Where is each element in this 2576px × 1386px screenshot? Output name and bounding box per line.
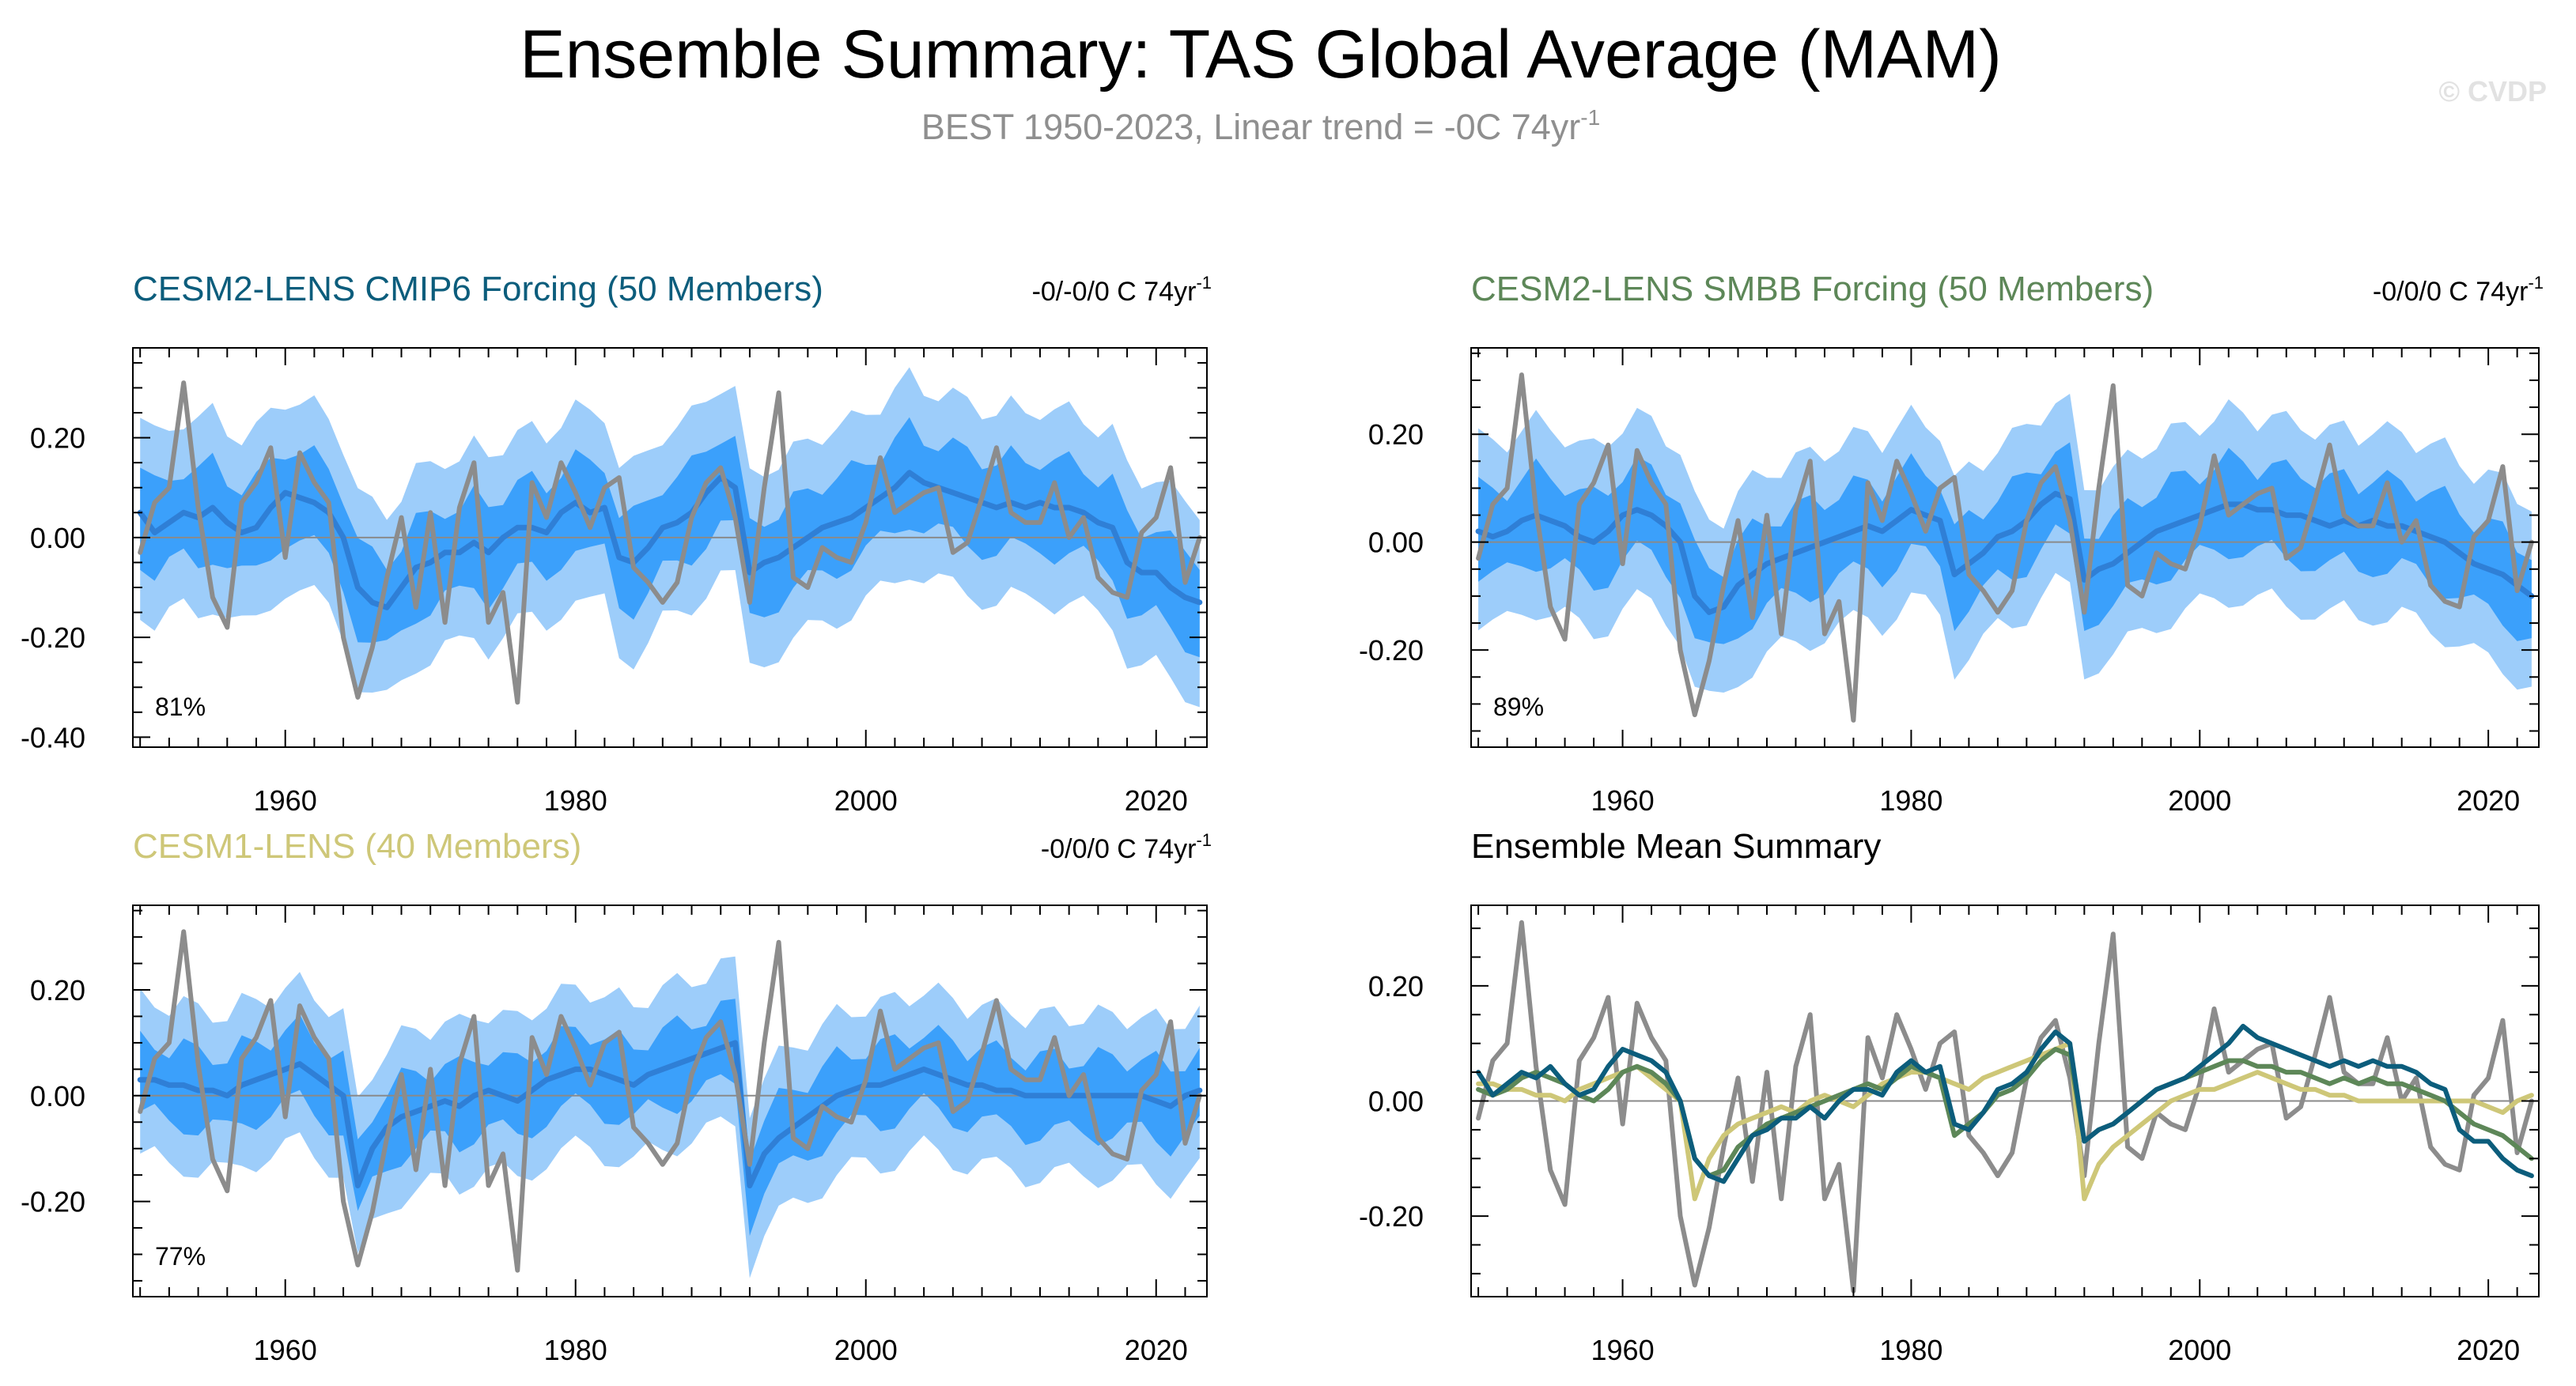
copyright-watermark: © CVDP — [2438, 75, 2547, 108]
panel-cesm1: CESM1-LENS (40 Members) -0/0/0 C 74yr-1 19… — [21, 827, 1212, 1366]
series-line-mean — [137, 470, 1203, 610]
y-tick-label: -0.20 — [21, 621, 85, 654]
plot-frame — [132, 347, 1208, 748]
y-tick-label: -0.20 — [1359, 1200, 1424, 1233]
figure-subtitle: BEST 1950-2023, Linear trend = -0C 74yr-… — [921, 105, 1600, 147]
series-line-cesm2_cmip6 — [1476, 1023, 2534, 1184]
x-tick-label: 1980 — [544, 1334, 607, 1366]
x-tick-label: 1980 — [1879, 784, 1942, 817]
x-tick-label: 1960 — [254, 1334, 317, 1366]
x-tick-label: 2020 — [2457, 1334, 2520, 1366]
x-tick-label: 2000 — [834, 1334, 898, 1366]
x-tick-label: 1960 — [1591, 784, 1655, 817]
x-tick-label: 1980 — [1879, 1334, 1942, 1366]
y-tick-label: 0.00 — [1368, 527, 1424, 559]
y-tick-label: 0.00 — [30, 522, 85, 554]
x-tick-label: 2000 — [2168, 1334, 2231, 1366]
y-tick-label: -0.20 — [21, 1186, 85, 1218]
trend-label: -0/-0/0 C 74yr-1 — [1032, 273, 1212, 307]
x-tick-label: 2020 — [1125, 784, 1188, 817]
panel-cesm2-smbb: CESM2-LENS SMBB Forcing (50 Members) -0/0… — [1359, 270, 2544, 817]
trend-text: -0/0/0 C 74yr — [1041, 834, 1197, 864]
series-line-obs — [1476, 920, 2534, 1293]
y-tick-label: -0.40 — [21, 721, 85, 753]
trend-text: -0/0/0 C 74yr — [2373, 277, 2529, 307]
panel-title: CESM2-LENS CMIP6 Forcing (50 Members) — [133, 270, 823, 308]
x-tick-label: 2000 — [834, 784, 898, 817]
x-tick-label: 2000 — [2168, 784, 2231, 817]
subtitle-superscript: -1 — [1580, 105, 1600, 130]
percent-label: 81% — [155, 693, 206, 721]
plot-frame — [132, 904, 1208, 1297]
panel-summary: Ensemble Mean Summary 1960 1980 2000 2020 0.2… — [1359, 827, 2540, 1366]
panels: CESM2-LENS CMIP6 Forcing (50 Members) -0/… — [21, 270, 2544, 1366]
series-line-obs — [1476, 372, 2534, 723]
series-line-cesm1 — [1476, 1040, 2534, 1202]
panel-title: CESM1-LENS (40 Members) — [133, 827, 581, 866]
x-tick-label: 2020 — [2457, 784, 2520, 817]
trend-superscript: -1 — [2528, 273, 2544, 293]
series-line-mean — [137, 1040, 1203, 1188]
spread-band-inner — [1478, 442, 2532, 644]
trend-label: -0/0/0 C 74yr-1 — [1041, 830, 1212, 864]
y-tick-label: 0.20 — [1368, 418, 1424, 451]
percent-label: 89% — [1493, 693, 1544, 721]
series-line-obs — [138, 929, 1202, 1273]
trend-superscript: -1 — [1196, 273, 1212, 293]
spread-band-inner — [140, 999, 1200, 1237]
series-line-obs — [138, 380, 1202, 705]
panel-title: CESM2-LENS SMBB Forcing (50 Members) — [1471, 270, 2154, 308]
y-tick-label: 0.00 — [1368, 1086, 1424, 1118]
plot-frame — [1470, 347, 2540, 748]
figure-title: Ensemble Summary: TAS Global Average (MA… — [520, 17, 2002, 93]
y-tick-label: 0.20 — [30, 974, 85, 1006]
series-line-cesm2_smbb — [1476, 1047, 2534, 1179]
x-tick-label: 2020 — [1125, 1334, 1188, 1366]
panel-cesm2-cmip6: CESM2-LENS CMIP6 Forcing (50 Members) -0/… — [21, 270, 1212, 817]
x-tick-label: 1980 — [544, 784, 607, 817]
trend-text: -0/-0/0 C 74yr — [1032, 277, 1197, 307]
trend-label: -0/0/0 C 74yr-1 — [2373, 273, 2544, 307]
panel-title: Ensemble Mean Summary — [1471, 827, 1881, 866]
y-tick-label: -0.20 — [1359, 634, 1424, 667]
y-tick-label: 0.20 — [1368, 970, 1424, 1003]
subtitle-text: BEST 1950-2023, Linear trend = -0C 74yr — [921, 107, 1580, 147]
x-tick-label: 1960 — [254, 784, 317, 817]
y-tick-label: 0.00 — [30, 1080, 85, 1112]
trend-superscript: -1 — [1196, 830, 1212, 850]
percent-label: 77% — [155, 1242, 206, 1271]
x-tick-label: 1960 — [1591, 1334, 1655, 1366]
y-tick-label: 0.20 — [30, 422, 85, 455]
